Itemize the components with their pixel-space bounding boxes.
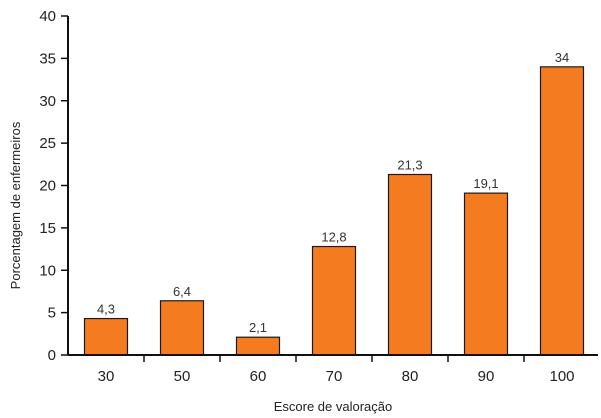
x-axis-title: Escore de valoração [274, 399, 393, 414]
x-tick-label: 90 [478, 368, 495, 385]
x-tick-label: 70 [326, 368, 343, 385]
y-tick-label: 25 [39, 135, 56, 152]
y-tick-label: 40 [39, 8, 56, 25]
bar [463, 192, 509, 356]
bar-value-label: 19,1 [473, 176, 498, 191]
bar-value-label: 12,8 [321, 230, 346, 245]
bar [159, 300, 205, 356]
x-tick-label: 80 [402, 368, 419, 385]
bar-value-label: 4,3 [97, 302, 115, 317]
bar-value-label: 34 [555, 50, 569, 65]
bar [311, 245, 357, 356]
y-tick-label: 20 [39, 178, 56, 195]
bar [83, 317, 129, 356]
x-tick-label: 60 [250, 368, 267, 385]
y-tick-label: 0 [48, 347, 56, 364]
x-tick-label: 100 [549, 368, 574, 385]
y-tick-label: 35 [39, 50, 56, 67]
data-labels: 4,3 6,4 2,1 12,8 21,3 19,1 34 [97, 50, 569, 335]
bar-value-label: 6,4 [173, 284, 191, 299]
x-tick-label: 50 [174, 368, 191, 385]
y-tick-label: 30 [39, 93, 56, 110]
bar [387, 173, 433, 356]
y-tick-label: 5 [48, 305, 56, 322]
x-axis-ticks: 30 50 60 70 80 90 100 [98, 355, 575, 385]
bar [235, 336, 281, 356]
bar [539, 66, 585, 356]
bar-value-label: 2,1 [249, 320, 267, 335]
y-tick-label: 10 [39, 262, 56, 279]
y-tick-label: 15 [39, 220, 56, 237]
x-tick-label: 30 [98, 368, 115, 385]
y-axis-title: Porcentagem de enfermeiros [8, 121, 23, 289]
bars [83, 66, 585, 356]
bar-value-label: 21,3 [397, 157, 422, 172]
y-axis-ticks: 0 5 10 15 20 25 30 35 40 [39, 8, 68, 364]
